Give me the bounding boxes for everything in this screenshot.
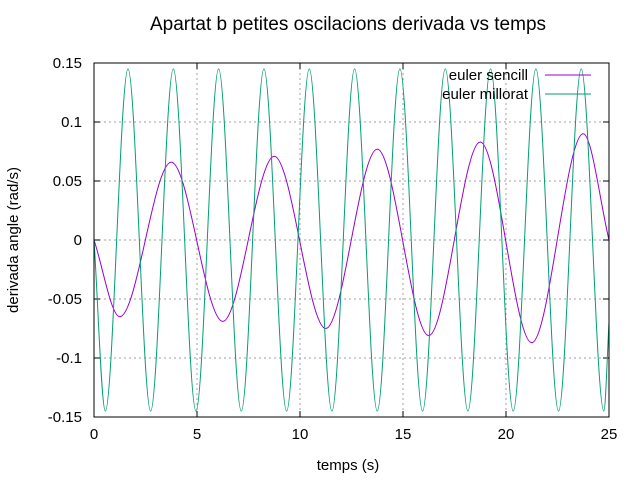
series-line-2: [93, 68, 610, 412]
x-axis-label: temps (s): [317, 457, 380, 474]
x-tick-label: 5: [193, 426, 201, 443]
chart-title: Apartat b petites oscilacions derivada v…: [150, 14, 546, 35]
x-tick-label: 0: [90, 426, 98, 443]
x-tick-label: 25: [601, 426, 618, 443]
series-group: [93, 68, 610, 412]
legend-label-2: euler millorat: [442, 86, 529, 103]
series-line-1: [93, 133, 610, 344]
y-tick-label: 0.1: [61, 114, 82, 131]
axis-ticks: 0 5 10 15 20 25 -0.15 -0.1 -0.05 0 0.05 0.1 0.15: [48, 55, 618, 443]
y-tick-label: 0: [74, 232, 82, 249]
x-tick-label: 15: [395, 426, 412, 443]
legend-label-1: euler sencill: [449, 67, 528, 84]
y-tick-label: -0.15: [48, 409, 82, 426]
y-tick-label: 0.15: [53, 55, 82, 72]
x-tick-label: 10: [292, 426, 309, 443]
y-tick-label: -0.05: [48, 291, 82, 308]
x-tick-label: 20: [498, 426, 515, 443]
legend: euler sencill euler millorat: [442, 67, 591, 103]
plot-border: [93, 62, 610, 418]
y-tick-label: 0.05: [53, 173, 82, 190]
y-tick-label: -0.1: [56, 350, 82, 367]
y-axis-label: derivada angle (rad/s): [5, 167, 22, 313]
